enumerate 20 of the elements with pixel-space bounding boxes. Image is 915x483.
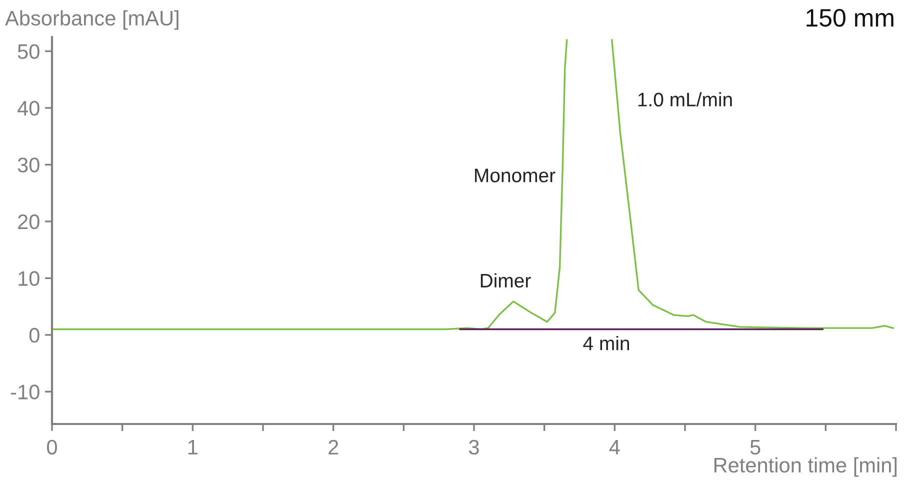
x-axis-title: Retention time [min] bbox=[714, 457, 897, 477]
x-tick-label: 0 bbox=[47, 440, 57, 455]
y-tick-label: -10 bbox=[11, 384, 40, 400]
x-tick-label: 2 bbox=[328, 440, 338, 454]
x-tick-label: 1 bbox=[188, 440, 198, 454]
y-tick-label: 0 bbox=[29, 328, 40, 343]
annotation: 4 min bbox=[583, 336, 630, 350]
annotation: Dimer bbox=[480, 273, 531, 288]
y-tick-label: 20 bbox=[18, 214, 40, 230]
y-tick-label: 30 bbox=[18, 158, 40, 172]
y-tick-label: 50 bbox=[18, 44, 40, 59]
x-tick-label: 5 bbox=[750, 440, 760, 455]
chart-title: 150 mm bbox=[806, 9, 894, 27]
y-tick-label: 10 bbox=[18, 271, 40, 286]
x-tick-label: 4 bbox=[609, 440, 620, 454]
y-tick-label: 40 bbox=[18, 100, 40, 116]
annotation: 1.0 mL/min bbox=[638, 92, 732, 106]
y-axis-title: Absorbance [mAU] bbox=[5, 10, 178, 30]
annotation: Monomer bbox=[475, 168, 556, 182]
x-tick-label: 3 bbox=[469, 440, 479, 455]
